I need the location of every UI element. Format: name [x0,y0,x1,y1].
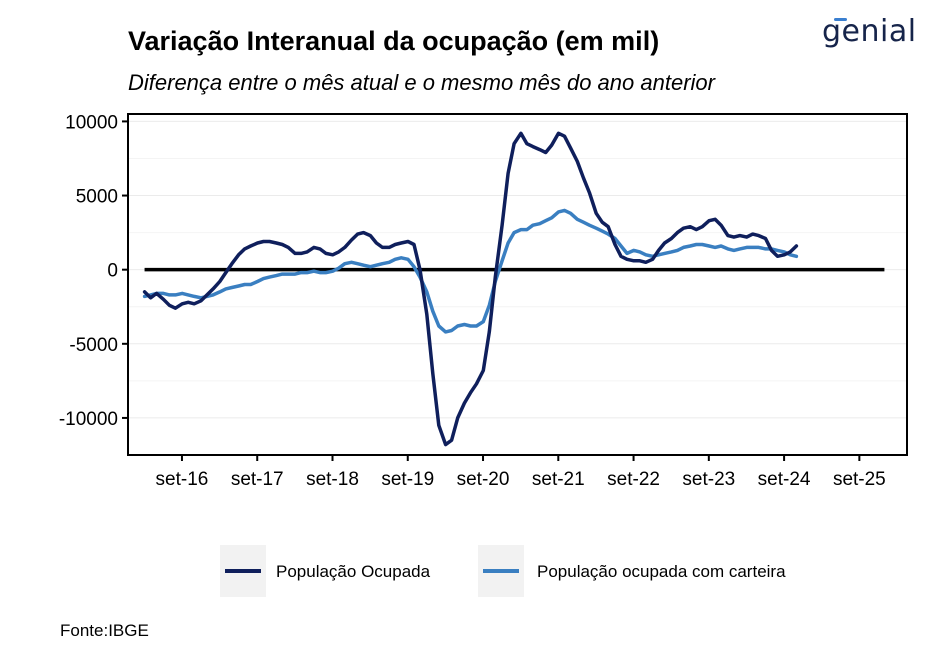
x-tick-label: set-21 [532,469,585,490]
chart-subtitle: Diferença entre o mês atual e o mesmo mê… [128,70,715,95]
series-lines [142,131,799,447]
x-tick-label: set-19 [381,469,434,490]
plot-panel-border [127,113,908,456]
x-tick-label: set-16 [156,469,209,490]
x-tick-label: set-18 [306,469,359,490]
chart-title: Variação Interanual da ocupação (em mil) [128,26,660,56]
y-tick-label: 10000 [65,112,118,133]
x-tick-label: set-22 [607,469,660,490]
x-tick-label: set-20 [457,469,510,490]
series-line-popula-o-ocupada-com-carteira [142,208,799,334]
source-note: Fonte:IBGE [60,621,149,640]
legend-label: População ocupada com carteira [537,562,786,581]
legend-label: População Ocupada [276,562,431,581]
y-tick-label: 5000 [76,187,118,208]
plot-panel-background [128,114,907,455]
brand-logo: genial [822,14,917,49]
x-tick-label: set-25 [833,469,886,490]
x-tick-label: set-24 [758,469,811,490]
logo-accent-mark [834,18,847,21]
y-tick-label: 0 [107,261,118,282]
axes: 10000 5000 0 -5000 -10000 set-16 set-17 set-18 s… [59,112,886,490]
series-line-popula-o-ocupada [142,131,799,447]
y-tick-label: -10000 [59,409,118,430]
legend: População Ocupada População ocupada com c… [220,545,786,597]
x-tick-label: set-23 [682,469,735,490]
y-tick-label: -5000 [69,335,118,356]
x-tick-label: set-17 [231,469,284,490]
